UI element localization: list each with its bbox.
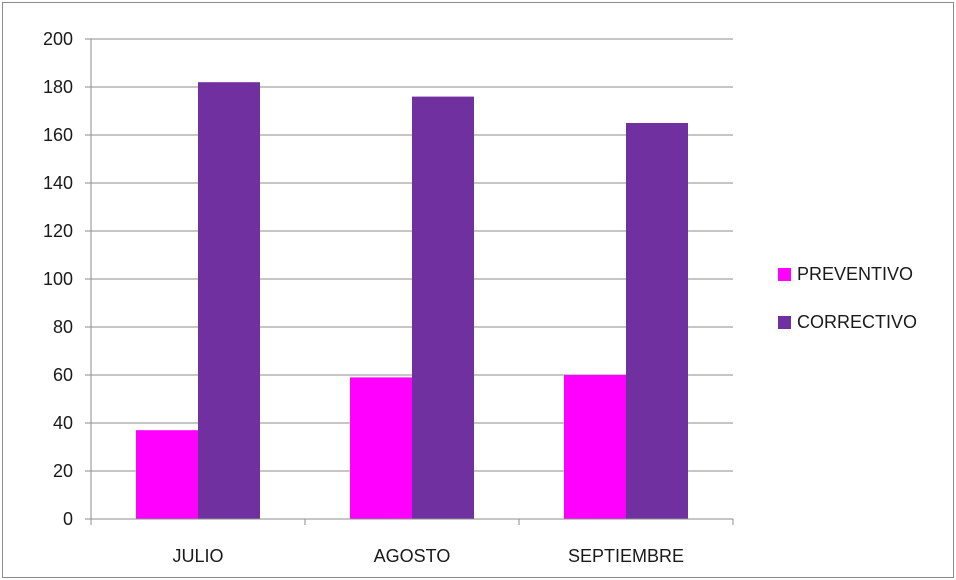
- y-tick-label: 100: [43, 269, 73, 289]
- legend-label: CORRECTIVO: [797, 312, 917, 332]
- bar-preventivo-agosto: [350, 377, 412, 519]
- bar-preventivo-julio: [136, 430, 198, 519]
- bar-correctivo-agosto: [412, 96, 474, 519]
- legend: PREVENTIVO CORRECTIVO: [778, 264, 917, 332]
- y-tick-labels: 0 20 40 60 80 100 120 140 160 180 200: [43, 29, 73, 529]
- y-tick-label: 200: [43, 29, 73, 49]
- bar-preventivo-septiembre: [564, 375, 626, 519]
- axes: [85, 38, 734, 525]
- y-tick-label: 40: [53, 413, 73, 433]
- y-tick-label: 180: [43, 77, 73, 97]
- y-tick-label: 0: [63, 509, 73, 529]
- bars: [136, 82, 688, 519]
- y-tick-label: 20: [53, 461, 73, 481]
- x-tick-labels: JULIO AGOSTO SEPTIEMBRE: [172, 546, 684, 566]
- legend-label: PREVENTIVO: [797, 264, 913, 284]
- y-tick-label: 160: [43, 125, 73, 145]
- legend-swatch: [778, 268, 791, 281]
- bar-correctivo-septiembre: [626, 123, 688, 519]
- legend-swatch: [778, 316, 791, 329]
- x-tick-label: JULIO: [172, 546, 223, 566]
- x-tick-label: SEPTIEMBRE: [568, 546, 684, 566]
- x-tick-label: AGOSTO: [374, 546, 451, 566]
- bar-correctivo-julio: [198, 82, 260, 519]
- y-tick-label: 80: [53, 317, 73, 337]
- y-tick-label: 120: [43, 221, 73, 241]
- y-tick-label: 60: [53, 365, 73, 385]
- y-tick-label: 140: [43, 173, 73, 193]
